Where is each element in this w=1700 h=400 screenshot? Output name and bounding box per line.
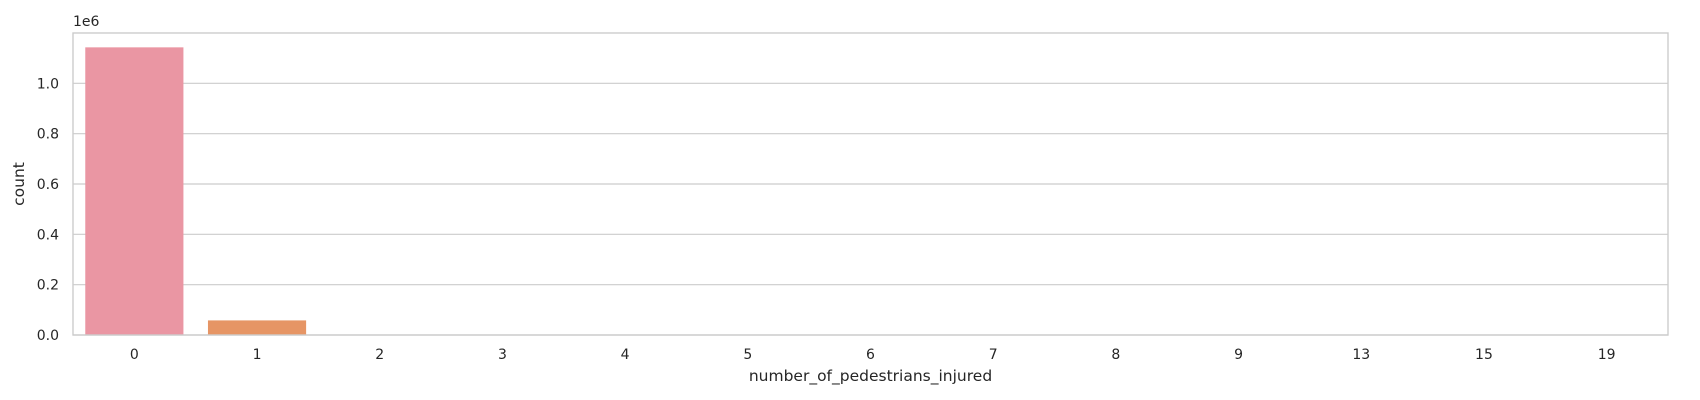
y-tick-label: 0.8 xyxy=(37,127,59,143)
y-axis-label: count xyxy=(10,162,28,206)
y-tick-label: 0.6 xyxy=(37,177,59,193)
y-tick-labels: 0.0 0.2 0.4 0.6 0.8 1.0 xyxy=(37,76,59,344)
x-tick-label: 1 xyxy=(253,347,262,363)
x-tick-label: 15 xyxy=(1475,347,1493,363)
bar-1 xyxy=(207,320,307,335)
x-tick-label: 7 xyxy=(989,347,998,363)
x-tick-label: 0 xyxy=(130,347,139,363)
plot-frame xyxy=(72,32,1669,336)
y-tick-label: 0.0 xyxy=(37,328,59,344)
x-tick-label: 4 xyxy=(621,347,630,363)
grid-layer xyxy=(73,82,1668,336)
x-tick-label: 13 xyxy=(1352,347,1370,363)
x-tick-label: 6 xyxy=(866,347,875,363)
x-tick-labels: 0 1 2 3 4 5 6 7 8 9 13 15 19 xyxy=(130,347,1616,363)
y-tick-label: 0.4 xyxy=(37,227,59,243)
x-tick-label: 3 xyxy=(498,347,507,363)
x-tick-label: 8 xyxy=(1111,347,1120,363)
y-tick-label: 0.2 xyxy=(37,278,59,294)
x-tick-label: 5 xyxy=(743,347,752,363)
x-tick-label: 19 xyxy=(1598,347,1616,363)
bar-layer xyxy=(85,47,1656,335)
x-tick-label: 9 xyxy=(1234,347,1243,363)
x-tick-label: 2 xyxy=(375,347,384,363)
y-tick-label: 1.0 xyxy=(37,76,59,92)
x-axis-label: number_of_pedestrians_injured xyxy=(749,367,992,386)
y-offset-label: 1e6 xyxy=(73,14,100,30)
bar-0 xyxy=(85,47,184,335)
